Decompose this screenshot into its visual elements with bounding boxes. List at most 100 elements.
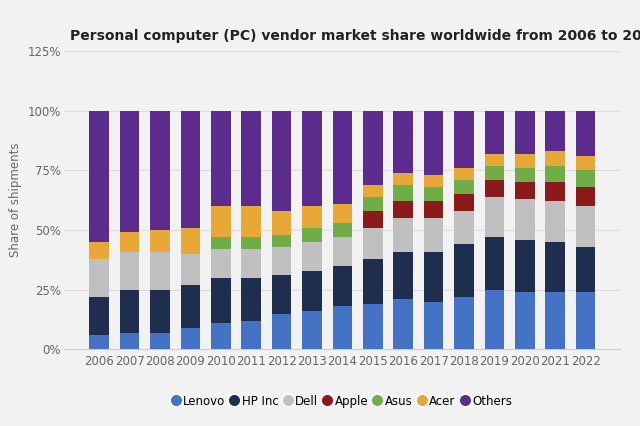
Bar	[211, 206, 230, 237]
Bar	[363, 304, 383, 349]
Bar	[545, 242, 565, 292]
Bar	[302, 311, 322, 349]
Bar	[394, 201, 413, 218]
Bar	[180, 328, 200, 349]
Bar	[424, 111, 444, 175]
Bar	[576, 187, 595, 206]
Bar	[302, 242, 322, 271]
Bar	[515, 292, 534, 349]
Bar	[120, 233, 140, 251]
Legend: Lenovo, HP Inc, Dell, Apple, Asus, Acer, Others: Lenovo, HP Inc, Dell, Apple, Asus, Acer,…	[169, 391, 516, 411]
Bar	[545, 292, 565, 349]
Bar	[484, 180, 504, 197]
Bar	[454, 297, 474, 349]
Bar	[515, 239, 534, 292]
Bar	[211, 111, 230, 206]
Bar	[120, 290, 140, 333]
Bar	[515, 182, 534, 199]
Bar	[394, 111, 413, 173]
Bar	[454, 180, 474, 194]
Bar	[241, 278, 261, 321]
Bar	[211, 278, 230, 323]
Bar	[576, 111, 595, 156]
Bar	[484, 154, 504, 166]
Bar	[241, 237, 261, 249]
Bar	[394, 173, 413, 185]
Bar	[90, 297, 109, 335]
Bar	[363, 227, 383, 259]
Bar	[272, 275, 291, 314]
Y-axis label: Share of shipments: Share of shipments	[9, 143, 22, 257]
Bar	[180, 227, 200, 254]
Bar	[484, 237, 504, 290]
Bar	[333, 266, 352, 306]
Bar	[363, 111, 383, 185]
Bar	[333, 237, 352, 266]
Bar	[576, 156, 595, 170]
Bar	[363, 259, 383, 304]
Bar	[545, 182, 565, 201]
Bar	[394, 251, 413, 299]
Bar	[576, 247, 595, 292]
Bar	[333, 306, 352, 349]
Bar	[484, 111, 504, 154]
Bar	[484, 166, 504, 180]
Bar	[363, 197, 383, 211]
Bar	[333, 111, 352, 204]
Bar	[424, 251, 444, 302]
Bar	[454, 111, 474, 168]
Bar	[272, 111, 291, 211]
Bar	[576, 292, 595, 349]
Bar	[424, 187, 444, 201]
Bar	[394, 185, 413, 201]
Bar	[211, 323, 230, 349]
Bar	[150, 111, 170, 230]
Bar	[576, 206, 595, 247]
Bar	[333, 223, 352, 237]
Bar	[424, 175, 444, 187]
Bar	[272, 235, 291, 247]
Bar	[272, 211, 291, 235]
Bar	[241, 206, 261, 237]
Bar	[394, 299, 413, 349]
Bar	[484, 197, 504, 237]
Bar	[150, 333, 170, 349]
Bar	[241, 321, 261, 349]
Bar	[241, 249, 261, 278]
Bar	[150, 230, 170, 251]
Bar	[576, 170, 595, 187]
Bar	[211, 249, 230, 278]
Bar	[272, 247, 291, 275]
Bar	[424, 218, 444, 251]
Bar	[363, 211, 383, 227]
Bar	[211, 237, 230, 249]
Bar	[424, 201, 444, 218]
Bar	[363, 185, 383, 197]
Bar	[120, 111, 140, 233]
Bar	[454, 211, 474, 245]
Bar	[454, 194, 474, 211]
Bar	[454, 245, 474, 297]
Bar	[394, 218, 413, 251]
Bar	[302, 271, 322, 311]
Bar	[515, 111, 534, 154]
Bar	[90, 242, 109, 259]
Bar	[424, 302, 444, 349]
Bar	[241, 111, 261, 206]
Bar	[180, 254, 200, 285]
Bar	[545, 201, 565, 242]
Bar	[90, 111, 109, 242]
Bar	[545, 151, 565, 166]
Bar	[150, 290, 170, 333]
Bar	[484, 290, 504, 349]
Bar	[180, 285, 200, 328]
Bar	[272, 314, 291, 349]
Bar	[120, 251, 140, 290]
Bar	[180, 111, 200, 227]
Bar	[150, 251, 170, 290]
Text: Personal computer (PC) vendor market share worldwide from 2006 to 2022: Personal computer (PC) vendor market sha…	[70, 29, 640, 43]
Bar	[333, 204, 352, 223]
Bar	[90, 259, 109, 297]
Bar	[120, 333, 140, 349]
Bar	[90, 335, 109, 349]
